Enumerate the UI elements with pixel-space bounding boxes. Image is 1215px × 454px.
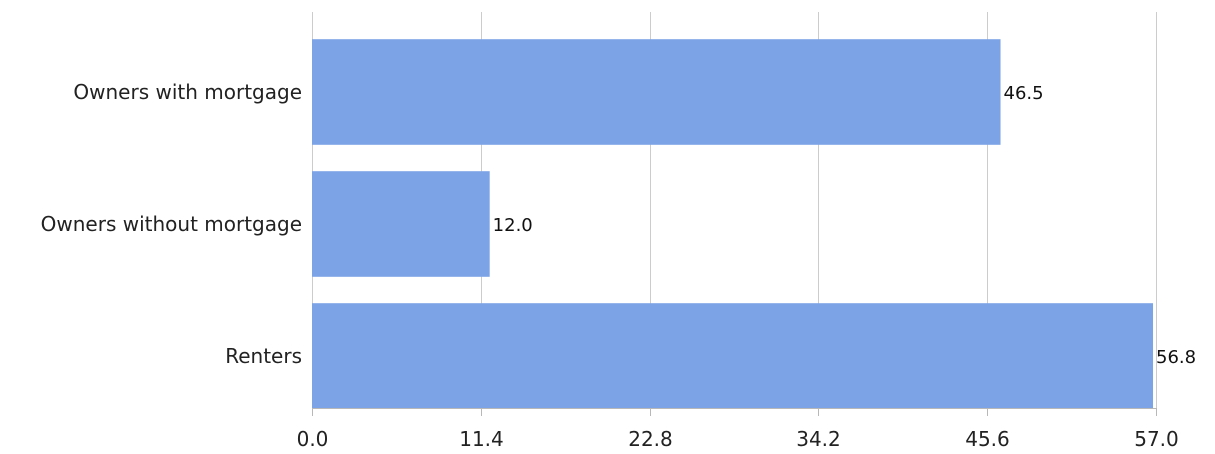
bar-1 (312, 171, 490, 277)
x-axis (312, 408, 1157, 416)
value-label-0: 46.5 (1004, 83, 1044, 104)
value-label-2: 56.8 (1156, 347, 1196, 368)
x-tick-label-1: 11.4 (459, 427, 504, 451)
x-tick-label-4: 45.6 (965, 427, 1010, 451)
category-label-2: Renters (225, 344, 302, 368)
x-tick-label-2: 22.8 (628, 427, 673, 451)
bars (312, 39, 1154, 409)
bar-0 (312, 39, 1001, 145)
x-tick-label-0: 0.0 (297, 427, 329, 451)
category-label-1: Owners without mortgage (41, 212, 302, 236)
bar-2 (312, 303, 1154, 409)
value-label-1: 12.0 (493, 215, 533, 236)
x-tick-label-3: 34.2 (796, 427, 841, 451)
x-tick-label-5: 57.0 (1134, 427, 1179, 451)
labels: 0.0 11.4 22.8 34.2 45.6 57.0 Owners with mortg… (41, 80, 1196, 451)
category-label-0: Owners with mortgage (73, 80, 302, 104)
